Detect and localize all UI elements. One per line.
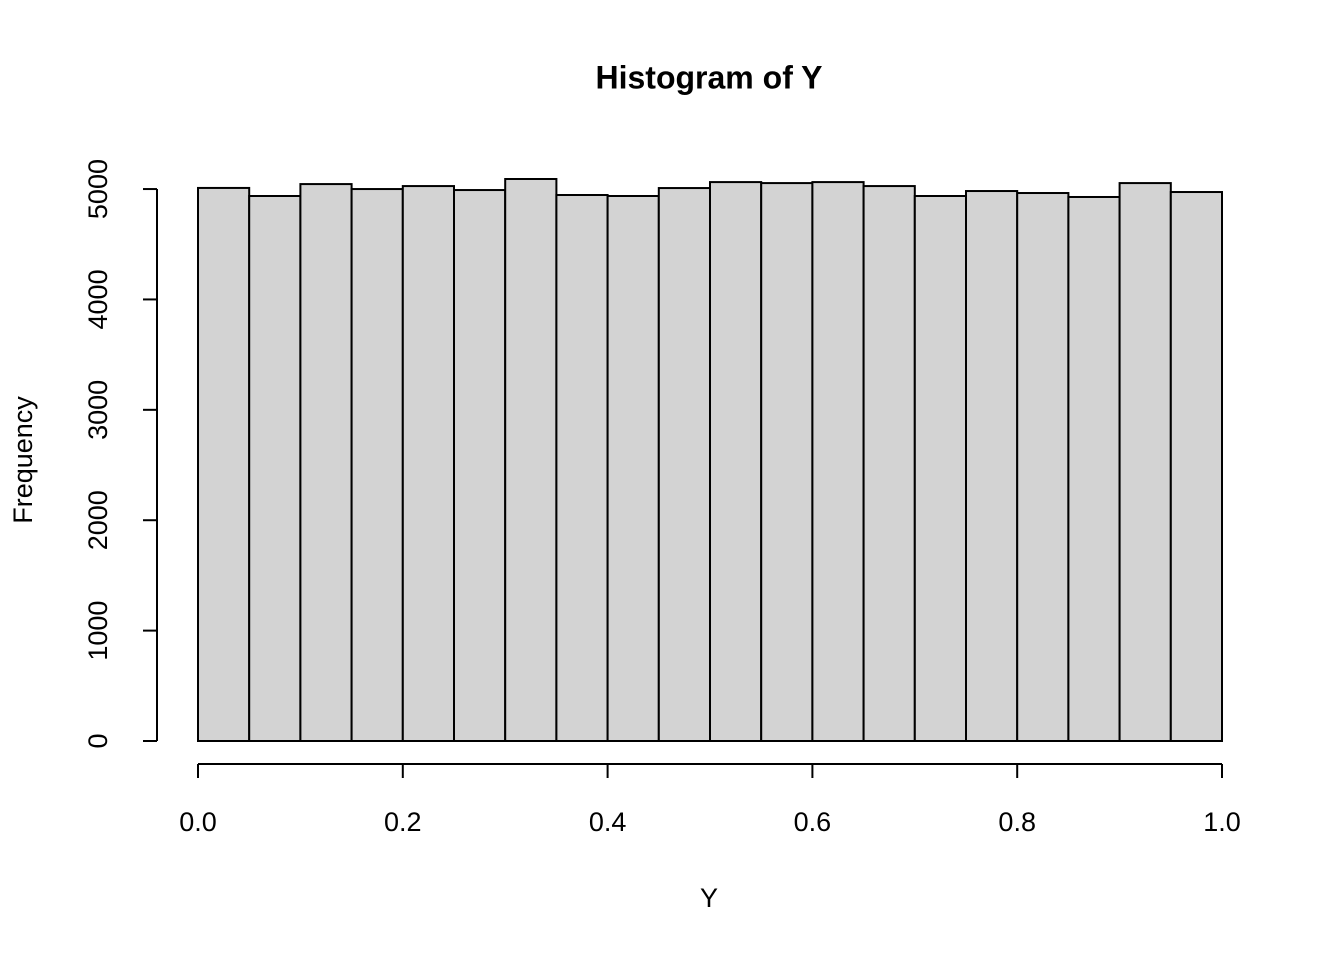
- bar: [299, 183, 353, 742]
- bar: [709, 181, 763, 742]
- y-tick-label: 0: [83, 733, 113, 748]
- x-tick-label: 0.4: [589, 807, 627, 837]
- bar: [350, 188, 404, 742]
- y-tick-label: 5000: [83, 159, 113, 219]
- bar: [1118, 182, 1172, 742]
- bar: [248, 195, 302, 743]
- bar: [555, 194, 609, 743]
- bar: [965, 190, 1019, 743]
- y-axis-label: Frequency: [8, 396, 38, 524]
- x-tick-label: 1.0: [1203, 807, 1241, 837]
- x-tick-label: 0.0: [179, 807, 217, 837]
- y-tick-label: 2000: [83, 490, 113, 550]
- bar: [862, 185, 916, 743]
- chart-title: Histogram of Y: [596, 59, 823, 95]
- bar: [811, 181, 865, 742]
- bar: [504, 178, 558, 742]
- bar: [760, 182, 814, 742]
- x-tick-label: 0.6: [794, 807, 832, 837]
- bar: [1169, 191, 1224, 742]
- bar: [913, 195, 967, 743]
- bar: [606, 195, 660, 743]
- y-tick-label: 3000: [83, 380, 113, 440]
- x-axis-label: Y: [700, 883, 718, 913]
- bar: [1067, 195, 1121, 742]
- bar: [401, 185, 455, 743]
- bar: [657, 187, 711, 742]
- bar: [1016, 192, 1070, 742]
- bar: [197, 186, 251, 743]
- y-tick-label: 4000: [83, 269, 113, 329]
- bar: [453, 189, 507, 743]
- x-tick-label: 0.8: [998, 807, 1036, 837]
- y-tick-label: 1000: [83, 601, 113, 661]
- x-tick-label: 0.2: [384, 807, 422, 837]
